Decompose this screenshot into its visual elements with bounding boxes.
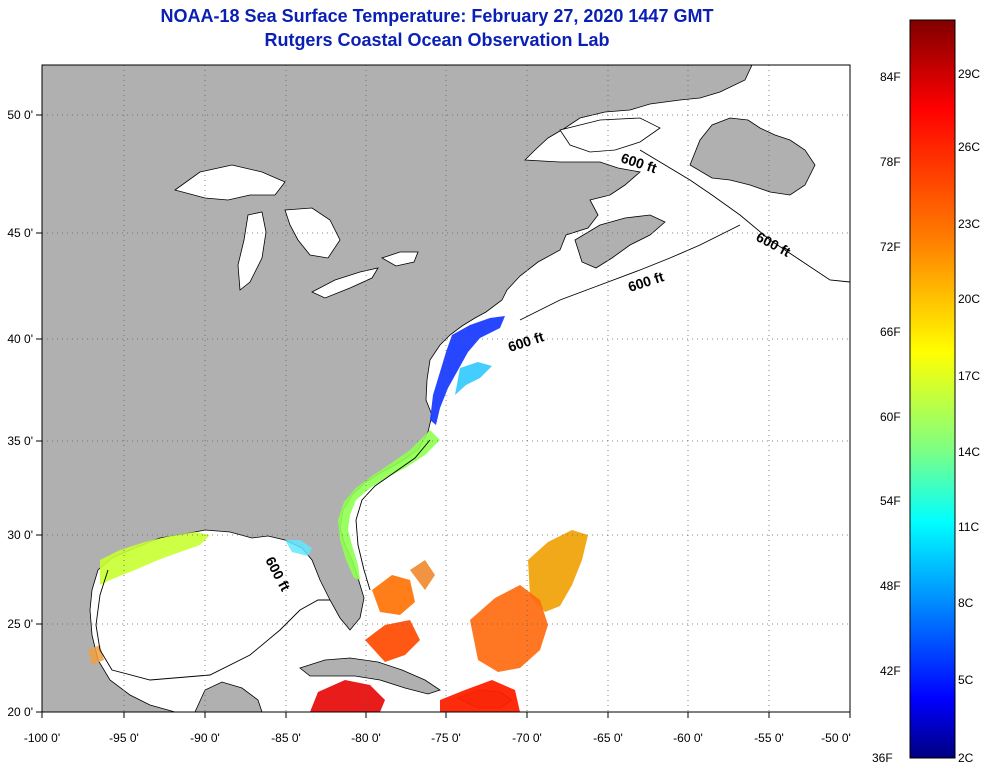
- colorbar-celsius-labels: 29C 26C 23C 20C 17C 14C 11C 8C 5C 2C: [958, 67, 980, 765]
- colorbar-c-label: 29C: [958, 67, 980, 81]
- lon-tick: -60 0': [673, 731, 703, 745]
- sst-warm-patch-bahamas: [410, 560, 435, 590]
- colorbar-f-label: 48F: [880, 579, 901, 593]
- colorbar-f-label: 78F: [880, 155, 901, 169]
- sst-warm-patch-2: [470, 585, 548, 672]
- sst-warm-patch-1: [528, 530, 588, 612]
- sst-cool-shelf: [455, 362, 492, 395]
- lat-tick: 20 0': [7, 705, 33, 719]
- lat-tick: 50 0': [7, 108, 33, 122]
- lake-superior: [174, 164, 286, 201]
- colorbar-c-label: 20C: [958, 292, 980, 306]
- lake-michigan: [237, 211, 267, 291]
- sst-warm-patch-florida-straits: [372, 575, 415, 615]
- cuba-land: [299, 657, 441, 695]
- isobath-600ft: [639, 149, 850, 283]
- map-title: NOAA-18 Sea Surface Temperature: Februar…: [160, 6, 714, 26]
- frame-ticks: [36, 114, 851, 718]
- colorbar-fahrenheit-labels: 84F 78F 72F 66F 60F 54F 48F 42F 36F: [872, 70, 901, 765]
- sst-hot-patch-caribbean: [440, 680, 520, 712]
- lon-tick: -100 0': [24, 731, 60, 745]
- lat-tick: 40 0': [7, 332, 33, 346]
- gulf-of-st-lawrence: [559, 117, 661, 153]
- longitude-axis: -100 0' -95 0' -90 0' -85 0' -80 0' -75 …: [24, 731, 851, 745]
- lon-tick: -90 0': [190, 731, 220, 745]
- lon-tick: -95 0': [109, 731, 139, 745]
- sst-cold-shelf: [430, 316, 505, 425]
- colorbar-f-label: 54F: [880, 494, 901, 508]
- latitude-axis: 20 0' 25 0' 30 0' 35 0' 40 0' 45 0' 50 0…: [7, 108, 33, 719]
- lake-erie: [311, 267, 379, 299]
- lat-tick: 25 0': [7, 617, 33, 631]
- colorbar-f-label: 66F: [880, 325, 901, 339]
- colorbar-c-label: 11C: [958, 520, 979, 534]
- isobath-600ft-gulf: [95, 569, 330, 681]
- colorbar-f-label: 72F: [880, 240, 901, 254]
- lat-tick: 45 0': [7, 226, 33, 240]
- sst-southeast-band: [338, 430, 440, 580]
- lon-tick: -85 0': [271, 731, 301, 745]
- sst-hot-patch-cuba-south: [310, 680, 385, 712]
- colorbar-f-label: 42F: [880, 664, 901, 678]
- lon-tick: -75 0': [431, 731, 461, 745]
- colorbar-f-label: 84F: [880, 70, 901, 84]
- colorbar-c-label: 23C: [958, 217, 980, 231]
- colorbar-c-label: 8C: [958, 596, 974, 610]
- lon-tick: -70 0': [512, 731, 542, 745]
- lon-tick: -80 0': [351, 731, 381, 745]
- newfoundland-land: [689, 117, 816, 196]
- sst-warm-patch-3: [365, 620, 420, 662]
- nova-scotia-land: [574, 214, 666, 269]
- colorbar-f-label: 36F: [872, 751, 893, 765]
- isobath-600ft-southeast: [355, 439, 431, 591]
- lake-ontario: [381, 251, 419, 267]
- colorbar-c-label: 14C: [958, 445, 980, 459]
- sst-gulf-coast-band-east: [285, 540, 312, 556]
- colorbar-c-label: 26C: [958, 140, 980, 154]
- lat-tick: 30 0': [7, 528, 33, 542]
- colorbar-c-label: 17C: [958, 369, 980, 383]
- colorbar: [909, 19, 956, 759]
- isobath-600ft-shelf: [519, 224, 741, 321]
- lon-tick: -65 0': [593, 731, 623, 745]
- lat-tick: 35 0': [7, 434, 33, 448]
- lon-tick: -50 0': [821, 731, 851, 745]
- sst-gulf-coast-band: [100, 532, 210, 585]
- colorbar-c-label: 5C: [958, 673, 974, 687]
- lon-tick: -55 0': [754, 731, 784, 745]
- colorbar-c-label: 2C: [958, 751, 974, 765]
- map-subtitle: Rutgers Coastal Ocean Observation Lab: [264, 30, 610, 50]
- colorbar-f-label: 60F: [880, 410, 901, 424]
